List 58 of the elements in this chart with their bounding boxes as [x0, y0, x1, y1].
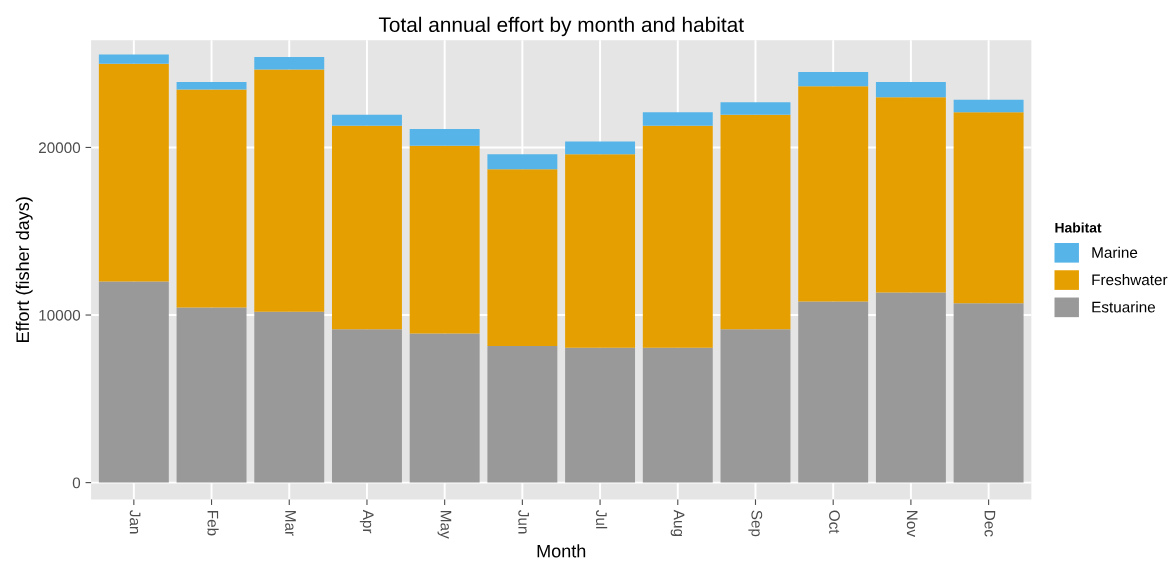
- legend-label: Marine: [1092, 246, 1138, 258]
- bar: [254, 311, 325, 483]
- legend-label: Freshwater: [1092, 274, 1168, 286]
- y-tick-label: 20000: [38, 142, 81, 154]
- chart-title: Total annual effort by month and habitat: [378, 16, 744, 37]
- bar: [98, 63, 169, 282]
- bar: [953, 112, 1024, 304]
- bar: [331, 329, 402, 483]
- bar: [953, 303, 1024, 483]
- bar: [176, 307, 247, 483]
- y-axis-title: Effort (fisher days): [15, 197, 33, 342]
- bar: [642, 347, 713, 483]
- x-axis-title: Month: [537, 544, 586, 558]
- bar: [98, 54, 169, 64]
- x-tick-label: Apr: [359, 509, 374, 534]
- bar: [565, 154, 636, 348]
- bar: [720, 329, 791, 483]
- bar: [875, 82, 946, 98]
- bar: [487, 154, 558, 170]
- bar: [642, 112, 713, 126]
- legend-title: Habitat: [1055, 222, 1102, 233]
- bar: [565, 347, 636, 483]
- bar: [798, 301, 869, 483]
- bar: [176, 82, 247, 90]
- bar: [720, 102, 791, 115]
- x-tick-label: Sep: [748, 510, 763, 537]
- bar: [409, 333, 480, 483]
- bar: [875, 97, 946, 293]
- y-tick-label: 10000: [39, 309, 81, 321]
- bar: [642, 125, 713, 348]
- bar: [487, 169, 558, 347]
- bar: [98, 281, 169, 483]
- x-tick-label: Dec: [984, 511, 996, 537]
- y-tick-label: 0: [72, 477, 81, 489]
- x-tick-label: Oct: [829, 510, 840, 534]
- x-tick-label: May: [437, 511, 452, 539]
- bar: [798, 72, 869, 87]
- bar: [409, 129, 480, 146]
- bar: [953, 99, 1024, 113]
- x-tick-label: Nov: [906, 511, 918, 537]
- bar: [254, 69, 325, 312]
- legend-label: Estuarine: [1092, 301, 1156, 313]
- bar: [254, 56, 325, 70]
- x-tick-label: Jun: [518, 510, 529, 534]
- bar: [176, 89, 247, 308]
- x-tick-label: Jul: [595, 510, 608, 529]
- x-tick-label: Aug: [670, 509, 685, 536]
- x-tick-label: Mar: [285, 511, 296, 536]
- bar: [331, 114, 402, 126]
- x-tick-label: Feb: [207, 511, 219, 536]
- bar: [875, 292, 946, 483]
- bar: [487, 346, 558, 483]
- bar: [331, 125, 402, 330]
- x-tick-label: Jan: [129, 510, 141, 534]
- bar: [565, 141, 636, 155]
- bar: [409, 145, 480, 334]
- bar: [720, 114, 791, 330]
- bar: [798, 86, 869, 302]
